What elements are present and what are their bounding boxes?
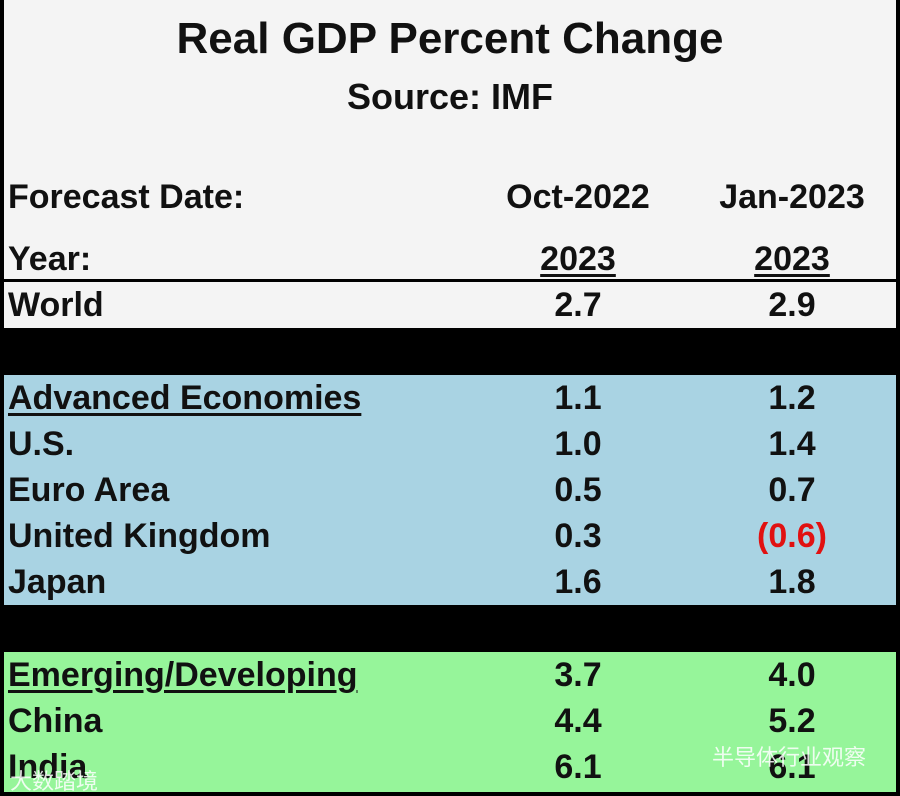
- row-value-2: 1.4: [768, 425, 816, 463]
- table-row: India 6.1 6.1: [4, 744, 896, 790]
- row-label: China: [8, 702, 103, 740]
- table-row: Japan 1.6 1.8: [4, 559, 896, 605]
- chart-subtitle: Source: IMF: [346, 76, 553, 117]
- chart-title: Real GDP Percent Change: [176, 14, 724, 63]
- column-forecast-date-jan-2023: Jan-2023: [719, 178, 865, 216]
- row-value-1: 0.3: [554, 517, 602, 555]
- row-value-2: 0.7: [768, 471, 816, 509]
- column-forecast-date-oct-2022: Oct-2022: [506, 178, 650, 216]
- watermark-left: 大数踏境: [10, 769, 99, 794]
- forecast-date-label: Forecast Date:: [8, 178, 245, 216]
- row-value-1: 3.7: [554, 656, 602, 694]
- row-value-1: 4.4: [554, 702, 602, 740]
- row-label: Japan: [8, 563, 107, 601]
- row-value-1: 6.1: [554, 748, 602, 786]
- row-value-1: 1.6: [554, 563, 602, 601]
- row-label: Emerging/Developing: [8, 656, 358, 694]
- row-label: Advanced Economies: [8, 379, 362, 417]
- row-label: U.S.: [8, 425, 75, 463]
- row-value-1: 0.5: [554, 471, 602, 509]
- column-year-2: 2023: [754, 240, 830, 278]
- row-label: World: [8, 286, 104, 324]
- row-value-2: 6.1: [768, 748, 816, 786]
- table-row: China 4.4 5.2: [4, 698, 896, 744]
- row-value-2: 2.9: [768, 286, 816, 324]
- header-rule: [0, 279, 900, 282]
- table-row: Euro Area 0.5 0.7: [4, 467, 896, 513]
- group-world: World 2.7 2.9: [4, 282, 896, 328]
- row-value-2: 1.8: [768, 563, 816, 601]
- row-label: United Kingdom: [8, 517, 271, 555]
- group-advanced-economies: Advanced Economies 1.1 1.2 U.S. 1.0 1.4 Euro A…: [4, 375, 896, 605]
- table-row: U.S. 1.0 1.4: [4, 421, 896, 467]
- year-label: Year:: [8, 240, 92, 278]
- row-label: Euro Area: [8, 471, 170, 509]
- row-value-2: 4.0: [768, 656, 816, 694]
- table-row: Advanced Economies 1.1 1.2: [4, 375, 896, 421]
- row-value-2: (0.6): [757, 517, 827, 555]
- row-value-1: 1.0: [554, 425, 602, 463]
- group-emerging-developing: Emerging/Developing 3.7 4.0 China 4.4 5.2 Indi…: [4, 652, 896, 792]
- row-label: India: [8, 748, 88, 786]
- row-value-1: 1.1: [554, 379, 602, 417]
- row-value-2: 1.2: [768, 379, 816, 417]
- row-value-1: 2.7: [554, 286, 602, 324]
- table-row: Emerging/Developing 3.7 4.0: [4, 652, 896, 698]
- table-header: [4, 0, 896, 280]
- row-value-2: 5.2: [768, 702, 816, 740]
- watermark-right: 半导体行业观察: [712, 745, 867, 770]
- table-row: World 2.7 2.9: [4, 282, 896, 328]
- column-year-1: 2023: [540, 240, 616, 278]
- table-row: United Kingdom 0.3 (0.6): [4, 513, 896, 559]
